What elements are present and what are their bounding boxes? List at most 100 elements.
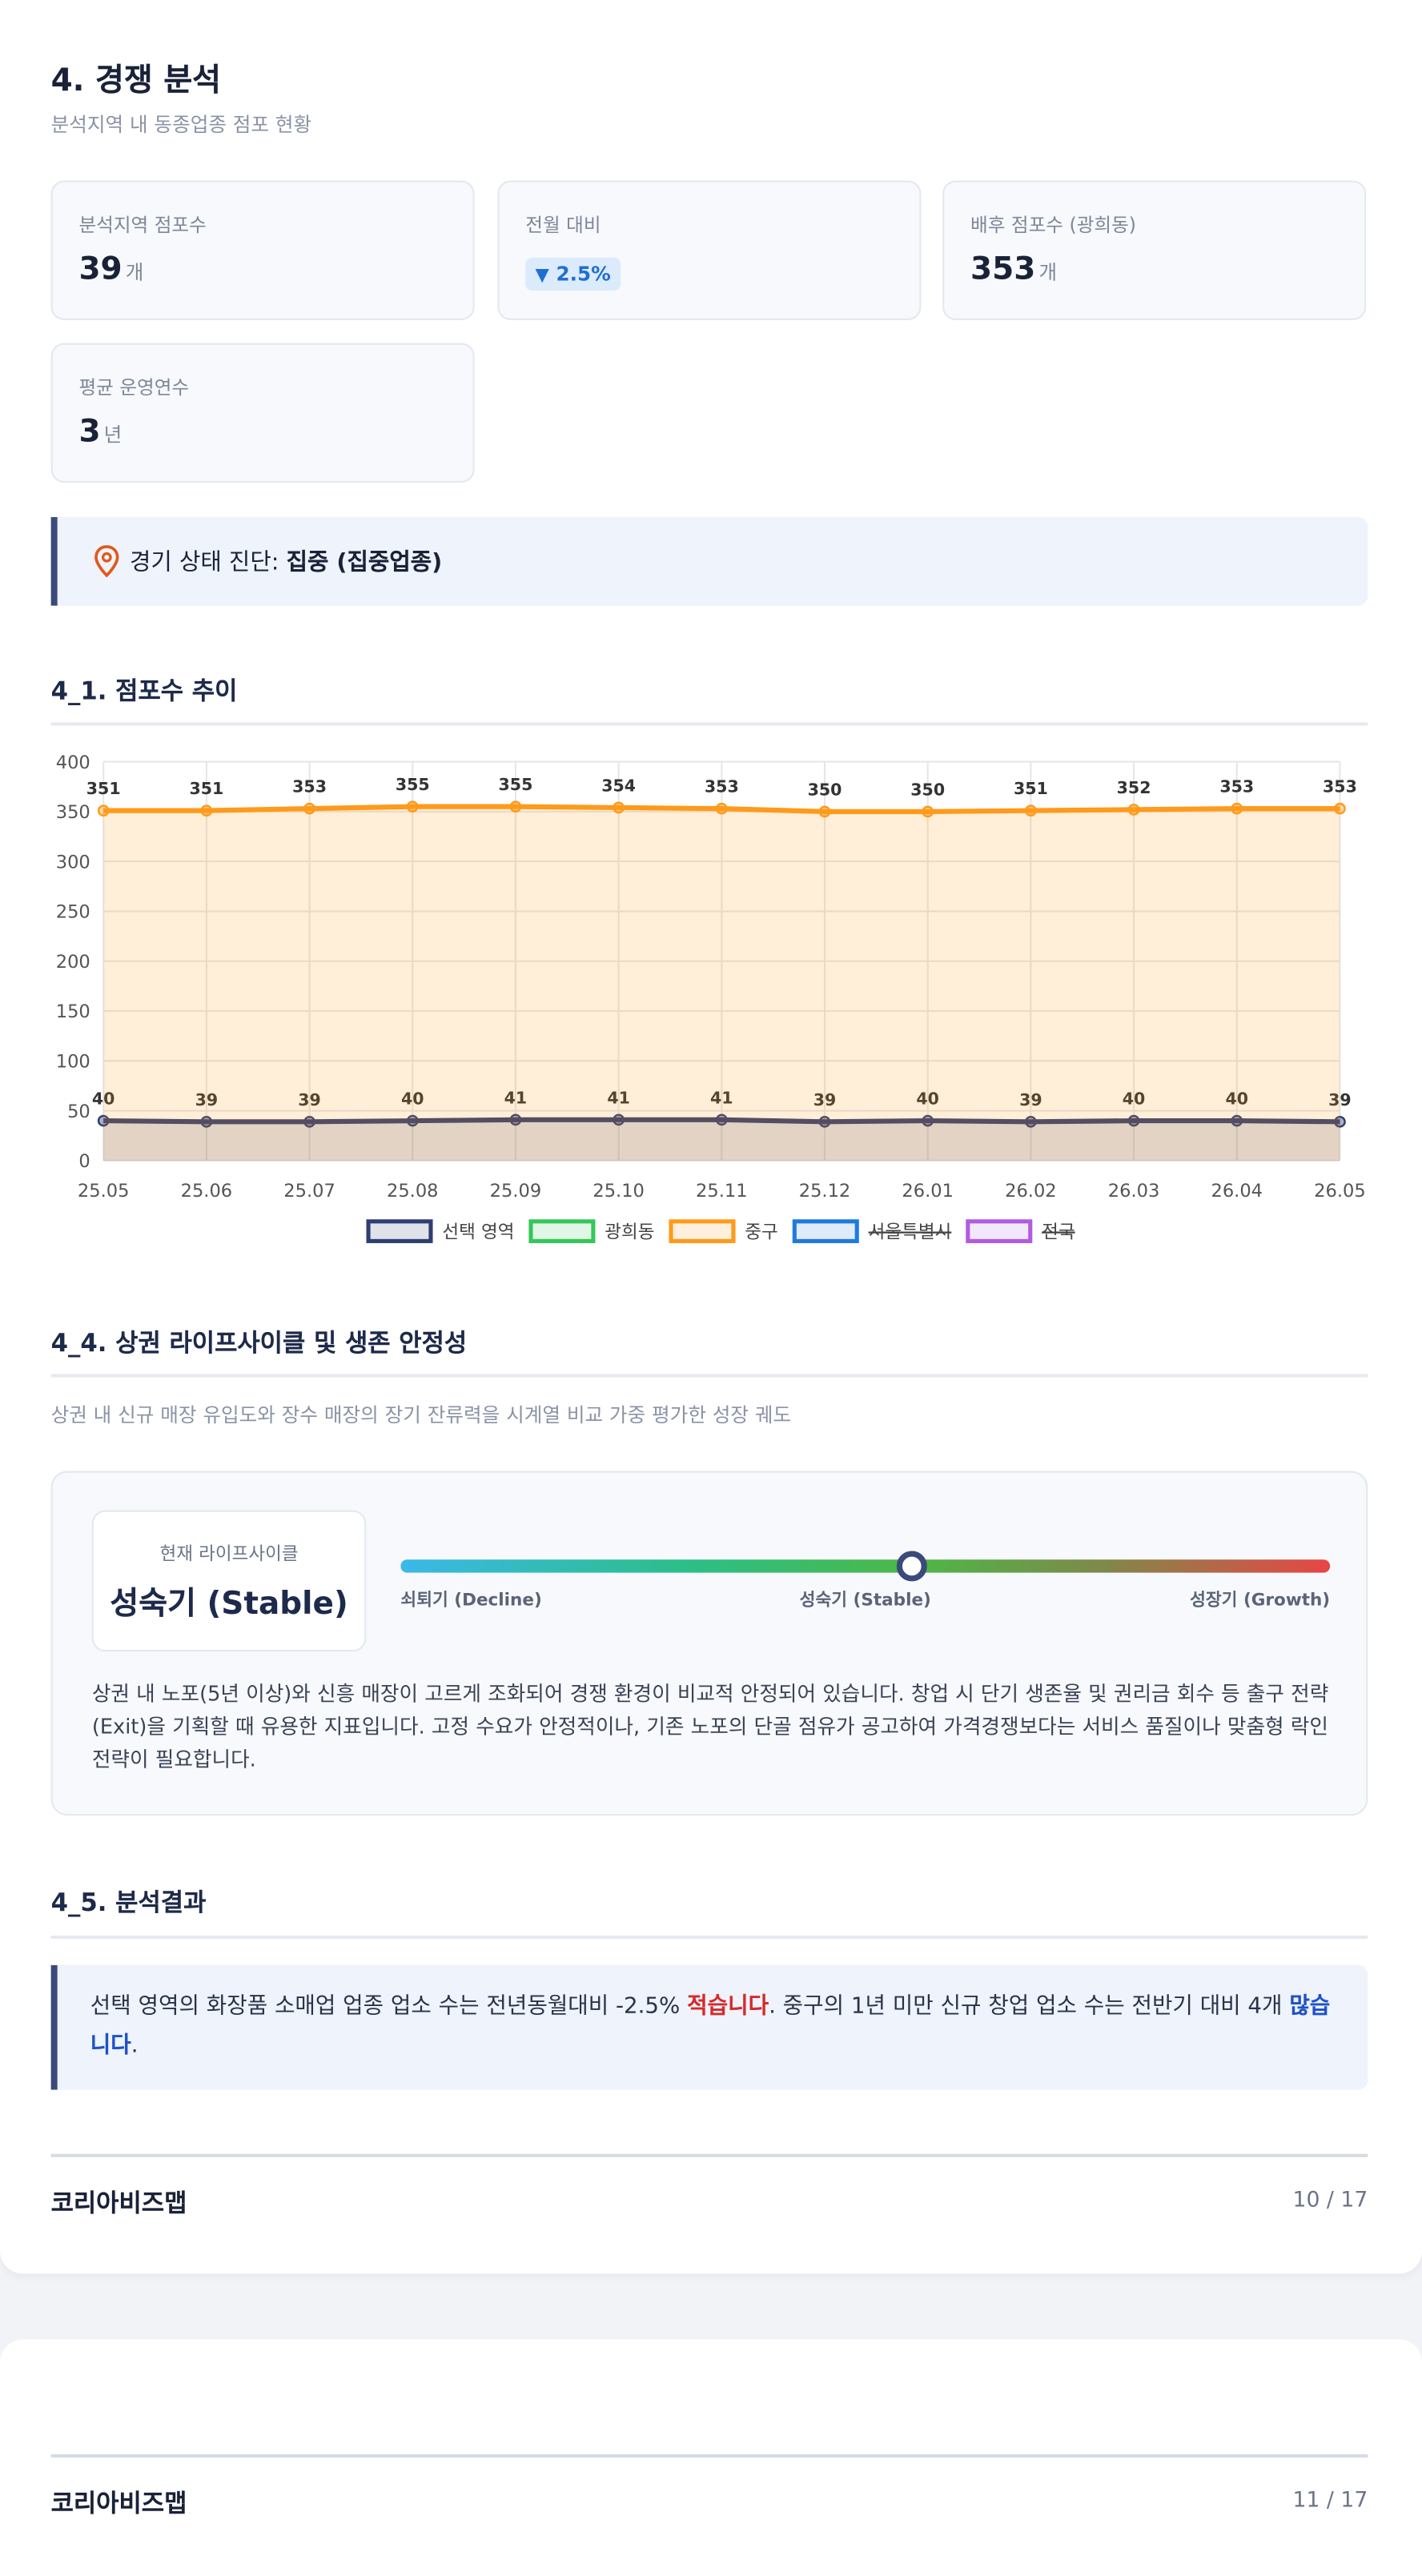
legend-swatch [669, 1219, 736, 1243]
data-point [200, 1115, 213, 1128]
stat-label: 분석지역 점포수 [78, 213, 207, 237]
legend-swatch [528, 1219, 596, 1243]
footer-rule [50, 2153, 1368, 2157]
divider [50, 1935, 1368, 1939]
footer-rule [50, 2454, 1368, 2458]
data-point [922, 1114, 934, 1127]
legend-swatch [792, 1219, 859, 1243]
change-badge: ▼ 2.5% [525, 257, 621, 291]
page-number: 10 / 17 [1292, 2188, 1368, 2213]
data-point [1231, 1114, 1243, 1127]
result-highlight: 적습니다 [687, 1992, 769, 2020]
section-subtitle: 상권 내 신규 매장 유입도와 장수 매장의 장기 잔류력을 시계열 비교 가중… [50, 1403, 792, 1427]
x-tick-label: 25.07 [283, 1181, 335, 1202]
y-tick-label: 200 [56, 952, 90, 973]
legend-label: 광희동 [605, 1222, 654, 1242]
current-card: 현재 라이프사이클 성숙기 (Stable) [91, 1510, 367, 1652]
data-point [303, 802, 315, 815]
series-line [103, 1117, 1340, 1125]
x-tick-label: 25.11 [696, 1181, 748, 1202]
data-label: 41 [504, 1088, 528, 1107]
lifecycle-box: 현재 라이프사이클 성숙기 (Stable) 쇠퇴기 (Decline) 성숙기… [50, 1471, 1368, 1816]
current-stage: 성숙기 (Stable) [110, 1586, 348, 1623]
stat-card: 배후 점포수 (광희동) 353 개 [942, 180, 1367, 320]
result-highlight: 많습니다 [90, 1992, 1331, 2059]
legend-label: 서울특별시 [869, 1222, 952, 1242]
scale-label: 쇠퇴기 (Decline) [400, 1591, 541, 1611]
lifecycle-scale: 쇠퇴기 (Decline) 성숙기 (Stable) 성장기 (Growth) [400, 1551, 1331, 1611]
data-label: 352 [1117, 778, 1151, 797]
data-point [1025, 804, 1037, 817]
data-label: 350 [808, 780, 842, 799]
scale-label: 성장기 (Growth) [1190, 1591, 1330, 1611]
data-point [1231, 802, 1243, 815]
data-label: 40 [916, 1089, 939, 1109]
stat-unit: 년 [103, 423, 123, 447]
x-tick-label: 26.01 [902, 1181, 954, 1202]
y-tick-label: 0 [78, 1151, 90, 1172]
data-point [818, 1115, 831, 1128]
data-label: 355 [499, 775, 533, 794]
legend-swatch [966, 1219, 1033, 1243]
stat-value: 39 [78, 251, 123, 287]
stat-value: 353 [970, 251, 1036, 287]
legend-item: 중구 [669, 1219, 778, 1243]
legend-item: 전국 [966, 1219, 1075, 1243]
data-point [922, 805, 934, 818]
data-label: 41 [710, 1088, 733, 1107]
x-tick-label: 25.12 [799, 1181, 851, 1202]
result-text: . 중구의 1년 미만 신규 창업 업소 수는 전반기 대비 4개 [769, 1992, 1290, 2020]
y-tick-label: 250 [56, 902, 90, 923]
legend-item: 선택 영역 [366, 1219, 514, 1243]
data-label: 39 [1328, 1090, 1352, 1109]
legend-label: 선택 영역 [442, 1222, 514, 1242]
series-line [103, 804, 1340, 814]
result-text: . [131, 2032, 139, 2059]
line-chart: 0 50 100 150 200 250 300 350 400 25.05 25.06 25.07 2… [56, 752, 1366, 1243]
series-area [103, 806, 1340, 1161]
y-tick-label: 150 [56, 1001, 90, 1022]
legend-label: 전국 [1042, 1222, 1075, 1242]
data-point [613, 801, 625, 814]
data-label: 355 [396, 775, 430, 794]
section-subtitle: 분석지역 내 동종업종 점포 현황 [50, 113, 312, 137]
data-point [509, 1113, 522, 1126]
data-point [509, 800, 522, 813]
data-label: 353 [1323, 777, 1357, 796]
divider [50, 722, 1368, 726]
stat-label: 배후 점포수 (광희동) [970, 213, 1137, 237]
pin-icon [94, 545, 119, 578]
data-label: 39 [1019, 1090, 1042, 1109]
x-tick-label: 25.10 [592, 1181, 645, 1202]
x-tick-label: 25.05 [78, 1181, 130, 1202]
diagnosis-value: 집중 (집중업종) [286, 550, 443, 576]
scale-bar [400, 1559, 1331, 1573]
x-tick-label: 25.08 [387, 1181, 439, 1202]
section-title: 4. 경쟁 분석 [50, 62, 222, 99]
result-box: 선택 영역의 화장품 소매업 업종 업소 수는 전년동월대비 -2.5% 적습니… [50, 1964, 1368, 2090]
data-point [406, 1114, 419, 1127]
data-point [1127, 1114, 1140, 1127]
diagnosis-box: 경기 상태 진단: 집중 (집중업종) [50, 517, 1368, 606]
data-label: 350 [910, 780, 945, 799]
data-point [715, 802, 728, 815]
data-point [1334, 802, 1346, 815]
diagnosis-text: 경기 상태 진단: 집중 (집중업종) [130, 545, 442, 578]
data-label: 40 [1123, 1089, 1146, 1109]
scale-label: 성숙기 (Stable) [800, 1591, 931, 1611]
page-number: 11 / 17 [1292, 2489, 1368, 2514]
data-point [1334, 1115, 1346, 1128]
data-label: 40 [92, 1089, 115, 1109]
stat-label: 전월 대비 [525, 213, 601, 237]
data-label: 354 [601, 776, 636, 795]
legend-item: 광희동 [528, 1219, 655, 1243]
data-label: 39 [195, 1090, 219, 1109]
data-label: 351 [189, 779, 223, 798]
data-label: 41 [607, 1088, 630, 1107]
data-point [97, 804, 110, 817]
footer-brand: 코리아비즈맵 [50, 2489, 187, 2518]
stat-label: 평균 운영연수 [78, 375, 190, 399]
data-point [715, 1113, 728, 1126]
